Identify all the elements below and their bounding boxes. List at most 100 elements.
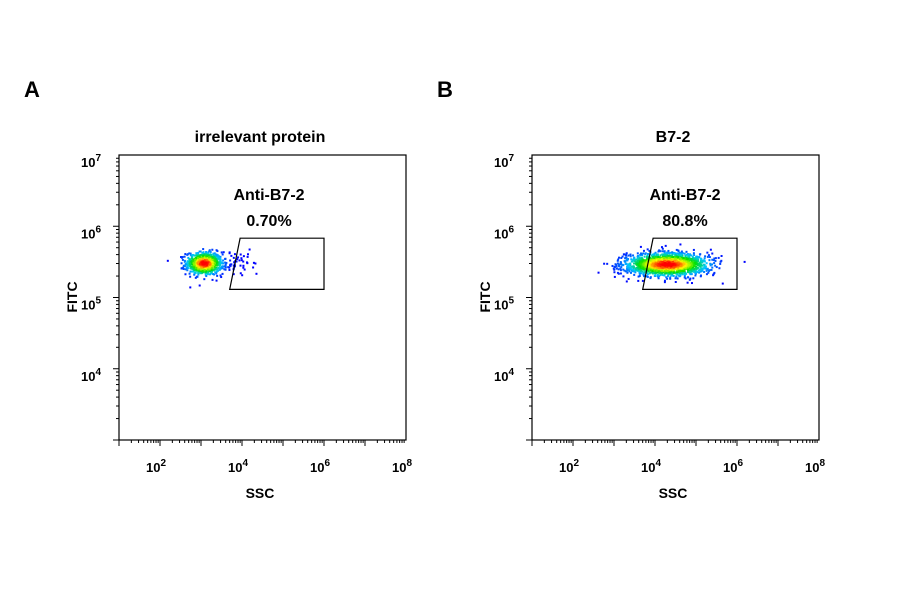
event-dot [691, 255, 694, 258]
event-dot [221, 272, 224, 275]
event-dot [219, 274, 222, 277]
event-dot [206, 265, 209, 268]
event-dot [622, 268, 625, 271]
event-dot [704, 267, 707, 270]
event-dot [647, 263, 650, 266]
event-dot [209, 259, 212, 262]
event-dot [707, 254, 710, 257]
event-dot [203, 269, 206, 272]
event-dot [204, 265, 207, 268]
event-dot [695, 255, 698, 258]
event-dot [212, 262, 215, 265]
event-dot [692, 266, 695, 269]
event-dot [224, 266, 227, 269]
event-dot [684, 266, 687, 269]
event-dot [615, 267, 618, 270]
event-dot [622, 253, 625, 256]
event-dot [654, 272, 657, 275]
event-dot [218, 268, 221, 271]
x-axis-label: SSC [246, 485, 275, 501]
event-dot [616, 262, 619, 265]
event-dot [712, 273, 715, 276]
event-dot [650, 265, 653, 268]
event-dot [678, 263, 681, 266]
event-dot [199, 253, 202, 256]
event-dot [672, 271, 675, 274]
event-dot [721, 282, 724, 285]
event-dot [674, 252, 677, 255]
event-dot [221, 253, 224, 256]
event-dot [241, 274, 244, 277]
event-dot [208, 268, 211, 271]
event-dot [636, 260, 639, 263]
event-dot [215, 253, 218, 256]
event-dot [184, 253, 187, 256]
event-dot [619, 269, 622, 272]
event-dot [643, 259, 646, 262]
event-dot [661, 250, 664, 253]
event-dot [666, 269, 669, 272]
event-dot [675, 271, 678, 274]
event-dot [180, 262, 183, 265]
event-dot [217, 267, 220, 270]
event-dot [668, 266, 671, 269]
event-dot [236, 258, 239, 261]
event-dot [625, 252, 628, 255]
event-dot [192, 259, 195, 262]
event-dot [663, 274, 666, 277]
event-dot [632, 258, 635, 261]
event-dot [688, 267, 691, 270]
event-dot [642, 268, 645, 271]
event-dot [209, 250, 212, 253]
event-dot [692, 252, 695, 255]
event-dot [663, 281, 666, 284]
event-dot [686, 281, 689, 284]
event-dot [690, 282, 693, 285]
panel-a: A irrelevant protein Anti-B7-2 0.70% SSC… [24, 77, 412, 501]
event-dot [627, 265, 630, 268]
event-dot [637, 262, 640, 265]
event-dot [205, 256, 208, 259]
event-dot [636, 252, 639, 255]
event-dot [199, 258, 202, 261]
event-dot [666, 275, 669, 278]
event-dot [197, 257, 200, 260]
event-dot [229, 264, 232, 267]
gate-polygon [641, 237, 738, 290]
event-dot [700, 260, 703, 263]
event-dot [639, 266, 642, 269]
event-dot [618, 263, 621, 266]
event-dot [184, 263, 187, 266]
event-dot [672, 266, 675, 269]
event-dot [639, 263, 642, 266]
event-dot [211, 258, 214, 261]
event-dot [679, 252, 682, 255]
event-dot [208, 263, 211, 266]
event-dot [640, 261, 643, 264]
event-dot [644, 267, 647, 270]
event-dot [215, 268, 218, 271]
event-dot [188, 260, 191, 263]
event-dot [711, 252, 714, 255]
event-dot [206, 259, 209, 262]
event-dot [191, 270, 194, 273]
event-dot [678, 270, 681, 273]
event-dot [190, 260, 193, 263]
event-dot [674, 277, 677, 280]
event-dot [183, 259, 186, 262]
event-dot [208, 259, 211, 262]
event-dot [656, 266, 659, 269]
event-dot [650, 254, 653, 257]
event-dot [202, 264, 205, 267]
event-dot [199, 272, 202, 275]
event-dot [197, 267, 200, 270]
event-dot [628, 270, 631, 273]
event-dot [216, 269, 219, 272]
event-dot [213, 262, 216, 265]
event-dot [638, 271, 641, 274]
event-dot [629, 253, 632, 256]
event-dot [685, 267, 688, 270]
event-dot [189, 265, 192, 268]
event-dot [695, 265, 698, 268]
event-dot [211, 248, 214, 251]
